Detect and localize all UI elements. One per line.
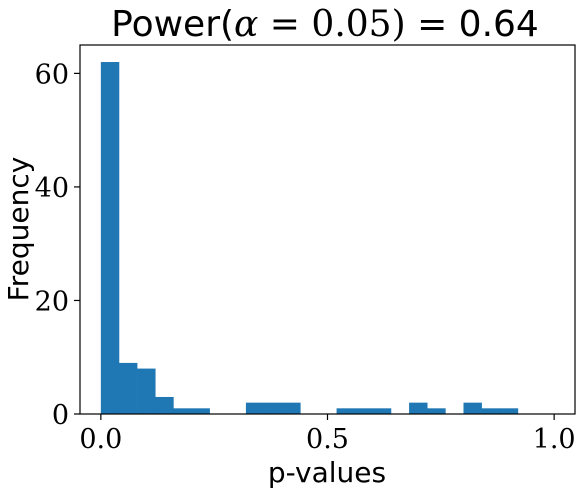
histogram-bar-1 [118, 362, 138, 414]
histogram-bar-20 [463, 402, 482, 414]
histogram-bar-5 [191, 408, 210, 414]
y-tick-label-1: 20 [35, 286, 69, 317]
chart-title-suffix: = 0.64 [406, 4, 539, 45]
histogram-bar-10 [282, 402, 301, 414]
histogram-bar-17 [409, 402, 428, 414]
axes [79, 44, 576, 415]
x-axis-label: p-values [268, 456, 386, 489]
histogram-bar-21 [481, 408, 501, 414]
x-tick-label-0: 0.0 [79, 424, 122, 455]
y-tick-label-3: 60 [35, 59, 69, 90]
chart-title-alpha: α [234, 4, 258, 45]
histogram-bar-3 [155, 396, 174, 414]
histogram-bar-22 [499, 408, 519, 414]
y-axis-label: Frequency [2, 157, 35, 302]
histogram-bar-18 [427, 408, 446, 414]
histogram-bar-9 [264, 402, 283, 414]
histogram-bar-8 [245, 402, 265, 414]
histogram-bar-4 [173, 408, 192, 414]
x-tick-label-2: 1.0 [533, 424, 576, 455]
chart-title: Power(α = 0.05) = 0.64 [111, 4, 539, 45]
histogram-bar-14 [354, 408, 374, 414]
chart-title-alpha-expr: = 0.05) [258, 4, 405, 45]
x-axis-ticks: 0.0 0.5 1.0 [79, 414, 576, 455]
chart-title-prefix: Power( [111, 4, 234, 45]
y-tick-label-0: 0 [52, 400, 69, 431]
y-tick-label-2: 40 [35, 173, 69, 204]
histogram-bar-2 [137, 368, 156, 414]
histogram-bar-0 [100, 62, 120, 414]
y-axis-ticks: 0 20 40 60 [35, 59, 80, 431]
histogram-bar-15 [372, 408, 392, 414]
plot-frame [79, 44, 576, 415]
x-tick-label-1: 0.5 [306, 424, 349, 455]
histogram-bars [100, 62, 519, 414]
histogram-bar-13 [336, 408, 355, 414]
